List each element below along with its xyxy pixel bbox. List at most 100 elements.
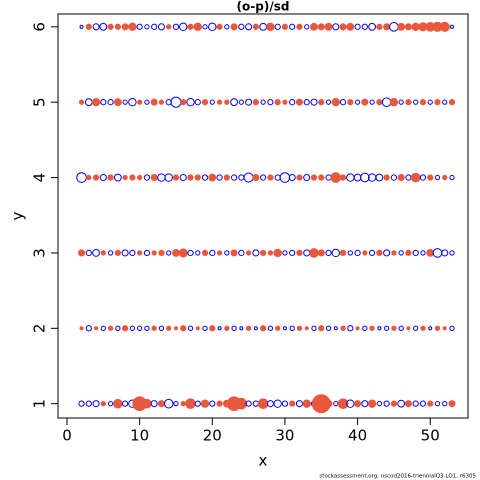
bubble bbox=[413, 325, 419, 331]
bubble bbox=[92, 23, 100, 31]
bubble bbox=[346, 173, 355, 182]
bubble bbox=[275, 325, 281, 331]
bubble bbox=[76, 172, 87, 183]
bubble bbox=[289, 325, 295, 331]
bubble bbox=[216, 23, 223, 30]
bubble bbox=[157, 400, 165, 408]
bubble bbox=[397, 399, 406, 408]
bubble bbox=[142, 398, 152, 409]
bubble bbox=[289, 99, 296, 106]
bubble bbox=[367, 399, 377, 408]
bubble bbox=[245, 98, 253, 106]
bubble bbox=[324, 399, 333, 408]
bubble bbox=[274, 23, 281, 30]
bubble bbox=[115, 325, 121, 331]
bubble bbox=[224, 250, 230, 256]
bubble bbox=[330, 172, 342, 183]
bubble bbox=[449, 174, 455, 181]
bubble bbox=[84, 98, 93, 107]
bubble bbox=[360, 172, 370, 183]
x-axis-label: x bbox=[259, 452, 268, 470]
bubble bbox=[129, 174, 136, 181]
bubble bbox=[296, 174, 303, 181]
bubble bbox=[295, 98, 304, 106]
bubble bbox=[150, 98, 158, 106]
bubble bbox=[78, 99, 85, 105]
bubble bbox=[107, 250, 114, 256]
bubble bbox=[273, 399, 282, 408]
bubble bbox=[180, 401, 186, 407]
bubble bbox=[347, 250, 353, 256]
bubble bbox=[449, 250, 455, 256]
bubble bbox=[398, 325, 404, 331]
bubble bbox=[121, 249, 129, 257]
bubble bbox=[122, 99, 128, 105]
bubble bbox=[383, 325, 390, 331]
bubble bbox=[390, 174, 398, 181]
bubble bbox=[282, 99, 288, 105]
bubble bbox=[151, 325, 157, 331]
bubble bbox=[427, 400, 434, 407]
bubble bbox=[209, 99, 215, 105]
bubble bbox=[128, 22, 137, 32]
bubble bbox=[230, 249, 238, 257]
bubble bbox=[311, 325, 317, 331]
y-tick-label: 6 bbox=[31, 22, 49, 32]
bubble bbox=[252, 174, 260, 182]
bubble bbox=[404, 23, 412, 31]
bubble bbox=[166, 250, 172, 256]
bubble bbox=[158, 99, 165, 105]
bubble bbox=[107, 99, 114, 106]
bubble bbox=[428, 326, 433, 331]
bubble bbox=[450, 24, 455, 29]
bubble bbox=[195, 250, 201, 256]
bubble bbox=[397, 22, 406, 31]
bubble bbox=[404, 400, 412, 408]
bubble bbox=[391, 250, 397, 256]
bubble bbox=[434, 325, 441, 331]
bubble bbox=[325, 249, 332, 257]
bubble bbox=[113, 173, 122, 182]
bubble bbox=[178, 248, 188, 258]
bubble bbox=[216, 400, 223, 407]
bubble bbox=[442, 326, 447, 331]
bubble bbox=[173, 326, 178, 331]
bubble bbox=[79, 24, 84, 29]
bubble bbox=[144, 325, 150, 331]
y-axis-label: y bbox=[9, 211, 27, 220]
bubble bbox=[245, 325, 252, 331]
bubble bbox=[383, 400, 390, 407]
bubble bbox=[201, 249, 209, 257]
bubble bbox=[85, 400, 92, 407]
bubble bbox=[224, 99, 230, 105]
bubble bbox=[239, 326, 244, 331]
y-tick-label: 1 bbox=[31, 399, 49, 409]
bubble bbox=[442, 99, 448, 105]
bubble bbox=[252, 99, 260, 106]
bubble bbox=[339, 174, 347, 181]
bubble bbox=[216, 99, 223, 105]
bubble bbox=[180, 99, 187, 106]
bubble bbox=[194, 99, 201, 106]
bubble bbox=[245, 250, 252, 256]
bubble bbox=[209, 400, 216, 407]
bubble bbox=[78, 400, 85, 407]
bubble bbox=[267, 250, 274, 256]
bubble bbox=[150, 400, 158, 408]
bubble bbox=[208, 173, 217, 182]
y-tick-label: 3 bbox=[31, 248, 49, 258]
bubble bbox=[355, 326, 360, 331]
bubble bbox=[398, 99, 404, 105]
bubble bbox=[339, 249, 347, 257]
bubble bbox=[376, 23, 383, 30]
bubble bbox=[406, 326, 411, 331]
bubble bbox=[151, 23, 158, 30]
bubble bbox=[260, 174, 267, 181]
bubble bbox=[180, 325, 187, 332]
bubble bbox=[137, 174, 143, 181]
bubble bbox=[324, 22, 333, 31]
bubble bbox=[266, 22, 275, 32]
bubble bbox=[172, 174, 180, 181]
bubble bbox=[411, 22, 420, 32]
bubble bbox=[122, 174, 128, 181]
